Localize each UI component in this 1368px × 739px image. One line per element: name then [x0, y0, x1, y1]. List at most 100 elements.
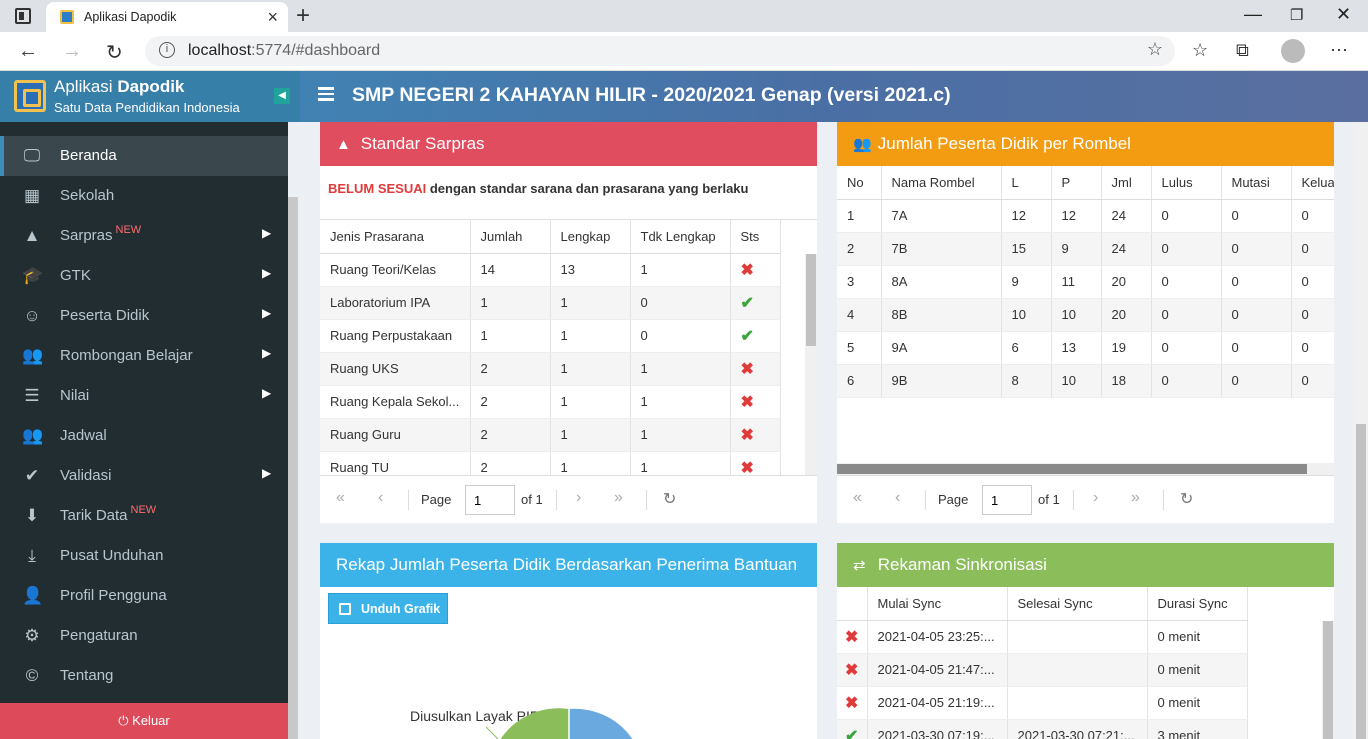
column-header[interactable]: Durasi Sync: [1147, 587, 1248, 621]
table-row[interactable]: 5 9A 6 13 19 0 0 0: [837, 331, 1334, 365]
restore-icon[interactable]: ❐: [1290, 7, 1304, 24]
sidebar-item-tarik-data[interactable]: ⬇ Tarik Data NEW: [0, 496, 288, 536]
sidebar-scrollbar[interactable]: [288, 122, 300, 739]
next-page-icon[interactable]: ›: [1093, 489, 1099, 506]
window-menu-icon[interactable]: [15, 8, 31, 24]
sidebar-item-pengaturan[interactable]: ⚙ Pengaturan: [0, 616, 288, 656]
last-page-icon[interactable]: »: [1131, 489, 1140, 506]
forward-arrow-icon[interactable]: →: [62, 40, 82, 62]
page-scrollbar[interactable]: [1354, 122, 1368, 739]
sidebar-item-rombongan-belajar[interactable]: 👥 Rombongan Belajar ▶: [0, 336, 288, 376]
back-arrow-icon[interactable]: ←: [18, 40, 38, 62]
column-header[interactable]: Jumlah: [470, 220, 551, 254]
site-info-icon[interactable]: i: [159, 42, 175, 58]
sidebar-item-tentang[interactable]: © Tentang: [0, 656, 288, 696]
minimize-icon[interactable]: —: [1244, 4, 1262, 24]
column-header[interactable]: Sts: [730, 220, 781, 254]
sarpras-scroll-thumb[interactable]: [806, 254, 816, 346]
next-page-icon[interactable]: ›: [576, 489, 582, 506]
table-row[interactable]: ✖ 2021-04-05 21:19:... 0 menit: [837, 686, 1248, 720]
sarpras-scrollbar[interactable]: [805, 254, 817, 475]
column-header[interactable]: Lengkap: [550, 220, 631, 254]
column-header[interactable]: Tdk Lengkap: [630, 220, 731, 254]
table-row[interactable]: 3 8A 9 11 20 0 0 0: [837, 265, 1334, 299]
table-cell: 2021-04-05 21:19:...: [867, 686, 1008, 720]
reload-icon[interactable]: ↻: [106, 42, 123, 64]
sidebar-item-sekolah[interactable]: ▦ Sekolah: [0, 176, 288, 216]
table-row[interactable]: 4 8B 10 10 20 0 0 0: [837, 298, 1334, 332]
window-close-icon[interactable]: ✕: [1336, 4, 1352, 24]
column-header[interactable]: P: [1051, 166, 1102, 200]
sidebar-item-nilai[interactable]: ☰ Nilai ▶: [0, 376, 288, 416]
first-page-icon[interactable]: «: [336, 489, 345, 506]
sidebar-item-jadwal[interactable]: 👥 Jadwal: [0, 416, 288, 456]
refresh-icon[interactable]: ↻: [1180, 491, 1194, 508]
table-row[interactable]: Ruang Guru 2 1 1 ✖: [320, 418, 781, 452]
download-chart-button[interactable]: Unduh Grafik: [328, 593, 448, 624]
sidebar-item-label: Tarik Data NEW: [60, 504, 157, 524]
sync-scrollbar[interactable]: [1322, 621, 1334, 739]
browser-tab[interactable]: Aplikasi Dapodik ×: [46, 2, 288, 32]
table-row[interactable]: Ruang UKS 2 1 1 ✖: [320, 352, 781, 386]
logout-button[interactable]: ⏻ Keluar: [0, 703, 288, 739]
table-row[interactable]: ✖ 2021-04-05 21:47:... 0 menit: [837, 653, 1248, 687]
page-scroll-thumb[interactable]: [1356, 424, 1366, 739]
table-row[interactable]: ✔ 2021-03-30 07:19:... 2021-03-30 07:21:..…: [837, 719, 1248, 739]
table-cell: 9B: [881, 364, 1002, 398]
table-cell: 7B: [881, 232, 1002, 266]
column-header[interactable]: Selesai Sync: [1007, 587, 1148, 621]
column-header[interactable]: [837, 587, 868, 621]
first-page-icon[interactable]: «: [853, 489, 862, 506]
column-header[interactable]: Jenis Prasarana: [320, 220, 471, 254]
profile-avatar[interactable]: [1281, 39, 1305, 63]
table-row[interactable]: 2 7B 15 9 24 0 0 0: [837, 232, 1334, 266]
table-cell: 4: [837, 298, 882, 332]
collections-icon[interactable]: ⧉: [1236, 40, 1249, 60]
prev-page-icon[interactable]: ‹: [378, 489, 384, 506]
column-header[interactable]: No: [837, 166, 882, 200]
cross-icon: ✖: [845, 661, 859, 679]
hamburger-menu-icon[interactable]: [318, 87, 334, 101]
column-header[interactable]: Nama Rombel: [881, 166, 1002, 200]
table-row[interactable]: Laboratorium IPA 1 1 0 ✔: [320, 286, 781, 320]
sync-scroll-thumb[interactable]: [1323, 621, 1333, 739]
prev-page-icon[interactable]: ‹: [895, 489, 901, 506]
sidebar-item-peserta-didik[interactable]: ☺ Peserta Didik ▶: [0, 296, 288, 336]
column-header[interactable]: Jml: [1101, 166, 1152, 200]
page-number-input[interactable]: [982, 485, 1032, 515]
new-tab-icon[interactable]: +: [296, 2, 311, 29]
rombel-h-scrollbar[interactable]: [837, 463, 1334, 475]
table-row[interactable]: Ruang Perpustakaan 1 1 0 ✔: [320, 319, 781, 353]
page-number-input[interactable]: [465, 485, 515, 515]
column-header[interactable]: L: [1001, 166, 1052, 200]
sidebar-item-beranda[interactable]: 🖵 Beranda: [0, 136, 288, 176]
status-cell: ✔: [730, 286, 781, 320]
table-row[interactable]: Ruang Kepala Sekol... 2 1 1 ✖: [320, 385, 781, 419]
sidebar-item-profil-pengguna[interactable]: 👤 Profil Pengguna: [0, 576, 288, 616]
table-row[interactable]: Ruang Teori/Kelas 14 13 1 ✖: [320, 253, 781, 287]
sidebar-item-pusat-unduhan[interactable]: ⤓ Pusat Unduhan: [0, 536, 288, 576]
refresh-icon[interactable]: ↻: [663, 491, 677, 508]
column-header[interactable]: Mulai Sync: [867, 587, 1008, 621]
table-row[interactable]: Ruang TU 2 1 1 ✖: [320, 451, 781, 475]
more-menu-icon[interactable]: ⋯: [1330, 40, 1348, 60]
sidebar-item-gtk[interactable]: 🎓 GTK ▶: [0, 256, 288, 296]
rombel-h-scroll-thumb[interactable]: [837, 464, 1307, 474]
cross-icon: ✖: [740, 393, 754, 411]
favorite-add-icon[interactable]: ☆: [1146, 39, 1163, 59]
caret-right-icon: ▶: [262, 306, 272, 320]
favorites-icon[interactable]: ☆: [1192, 40, 1209, 60]
column-header[interactable]: Kelua: [1291, 166, 1334, 200]
table-row[interactable]: 6 9B 8 10 18 0 0 0: [837, 364, 1334, 398]
sidebar-collapse-button[interactable]: ◀: [274, 88, 290, 104]
last-page-icon[interactable]: »: [614, 489, 623, 506]
sidebar-item-validasi[interactable]: ✔ Validasi ▶: [0, 456, 288, 496]
table-row[interactable]: ✖ 2021-04-05 23:25:... 0 menit: [837, 620, 1248, 654]
column-header[interactable]: Lulus: [1151, 166, 1222, 200]
sidebar-item-sarpras[interactable]: ▲ Sarpras NEW ▶: [0, 216, 288, 256]
table-row[interactable]: 1 7A 12 12 24 0 0 0: [837, 199, 1334, 233]
tab-close-icon[interactable]: ×: [267, 7, 278, 27]
url-field[interactable]: i localhost:5774/#dashboard ☆: [145, 36, 1175, 66]
column-header[interactable]: Mutasi: [1221, 166, 1292, 200]
sidebar-scroll-thumb[interactable]: [288, 197, 298, 739]
